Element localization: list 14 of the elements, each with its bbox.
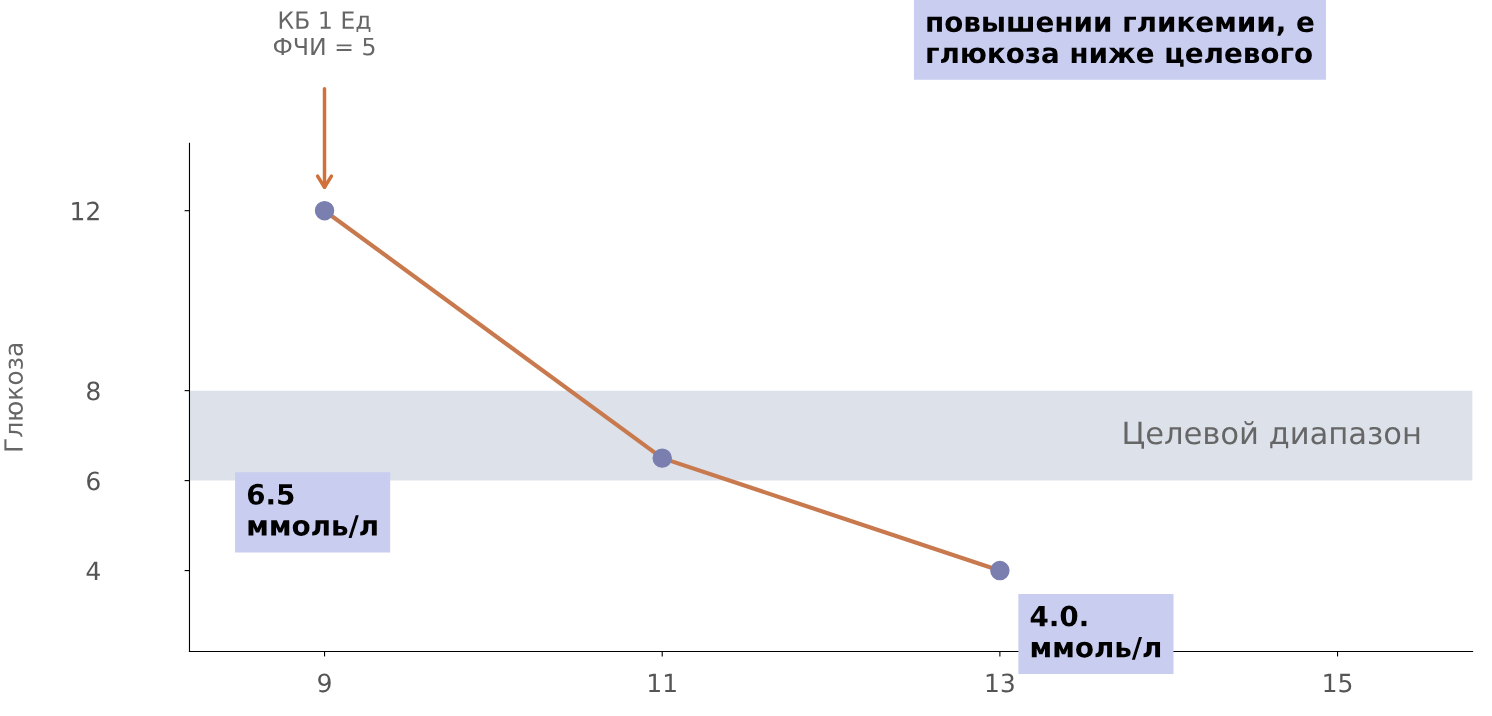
text: повышении гликемии, е глюкоза ниже целевого (927, 16, 1314, 67)
x-tick-label: 13 (986, 673, 1014, 693)
y-tick-label: 4 (86, 561, 100, 581)
y-tick-label: 12 (72, 201, 99, 221)
x-tick-label: 9 (318, 673, 331, 693)
x-tick-label: 15 (1324, 673, 1352, 693)
annotation: 6.5 ммоль/л (247, 483, 377, 539)
band-label: Целевой диапазон (1124, 420, 1420, 449)
x-tick-label: 11 (649, 673, 676, 693)
y-tick-label: 6 (87, 471, 100, 491)
text: КБ 1 Ед ФЧИ = 5 (273, 11, 375, 56)
annotation: 4.0. ммоль/л (1030, 605, 1161, 660)
y-axis-title: Глюкоза (4, 344, 23, 451)
y-tick-label: 8 (87, 381, 100, 401)
